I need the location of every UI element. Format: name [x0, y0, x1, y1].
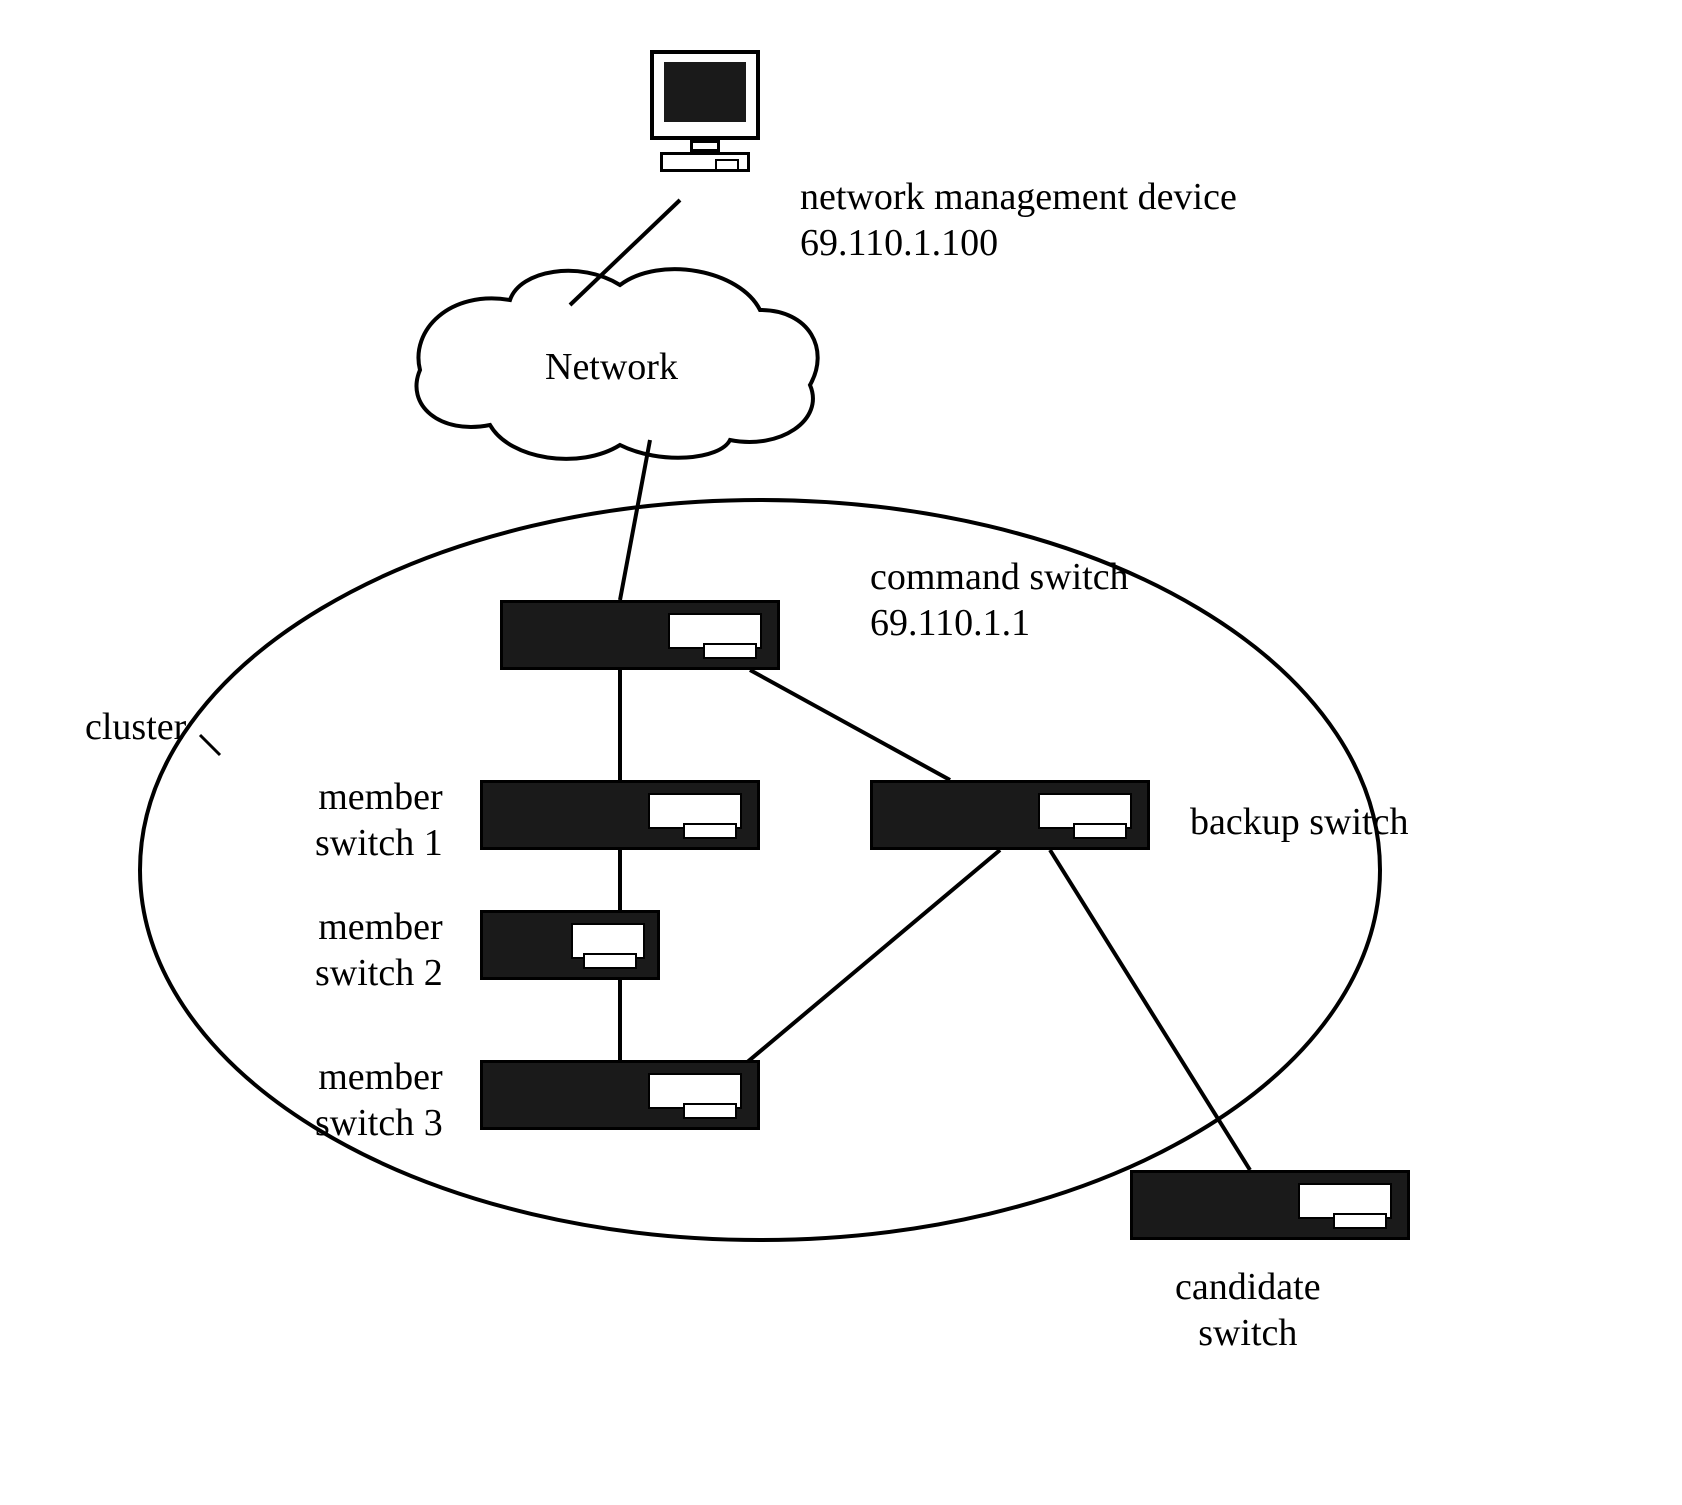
backup-switch-icon [870, 780, 1150, 850]
edge-cloud-command [620, 440, 650, 600]
member-switch-2-label: member switch 2 [315, 905, 443, 996]
network-cloud-label: Network [545, 345, 678, 391]
member2-label-1: member [318, 906, 443, 948]
command-label-1: command switch [870, 556, 1129, 598]
edge-backup-candidate [1050, 850, 1250, 1170]
member-switch-1-icon [480, 780, 760, 850]
mgmt-label-2: 69.110.1.100 [800, 222, 998, 264]
management-device-label: network management device 69.110.1.100 [800, 175, 1237, 266]
member-switch-1-label: member switch 1 [315, 775, 443, 866]
edge-command-backup [750, 670, 950, 780]
command-label-2: 69.110.1.1 [870, 602, 1030, 644]
member-switch-2-icon [480, 910, 660, 980]
backup-switch-label: backup switch [1190, 800, 1408, 846]
mgmt-label-1: network management device [800, 176, 1237, 218]
edge-mgmt-cloud [570, 200, 680, 305]
edge-backup-member3 [720, 850, 1000, 1085]
network-diagram: network management device 69.110.1.100 N… [0, 0, 1682, 1505]
member3-label-2: switch 3 [315, 1102, 443, 1144]
monitor-icon [650, 50, 760, 140]
member3-label-1: member [318, 1056, 443, 1098]
member2-label-2: switch 2 [315, 952, 443, 994]
member-switch-3-label: member switch 3 [315, 1055, 443, 1146]
cluster-label-connector [200, 735, 220, 755]
candidate-switch-label: candidate switch [1175, 1265, 1321, 1356]
command-switch-label: command switch 69.110.1.1 [870, 555, 1129, 646]
management-device-icon [640, 50, 770, 200]
candidate-switch-icon [1130, 1170, 1410, 1240]
cluster-label: cluster [85, 705, 186, 751]
member-switch-3-icon [480, 1060, 760, 1130]
keyboard-icon [660, 152, 750, 172]
member1-label-1: member [318, 776, 443, 818]
command-switch-icon [500, 600, 780, 670]
member1-label-2: switch 1 [315, 822, 443, 864]
monitor-base-icon [690, 140, 720, 152]
candidate-label-2: switch [1198, 1312, 1297, 1354]
candidate-label-1: candidate [1175, 1266, 1321, 1308]
